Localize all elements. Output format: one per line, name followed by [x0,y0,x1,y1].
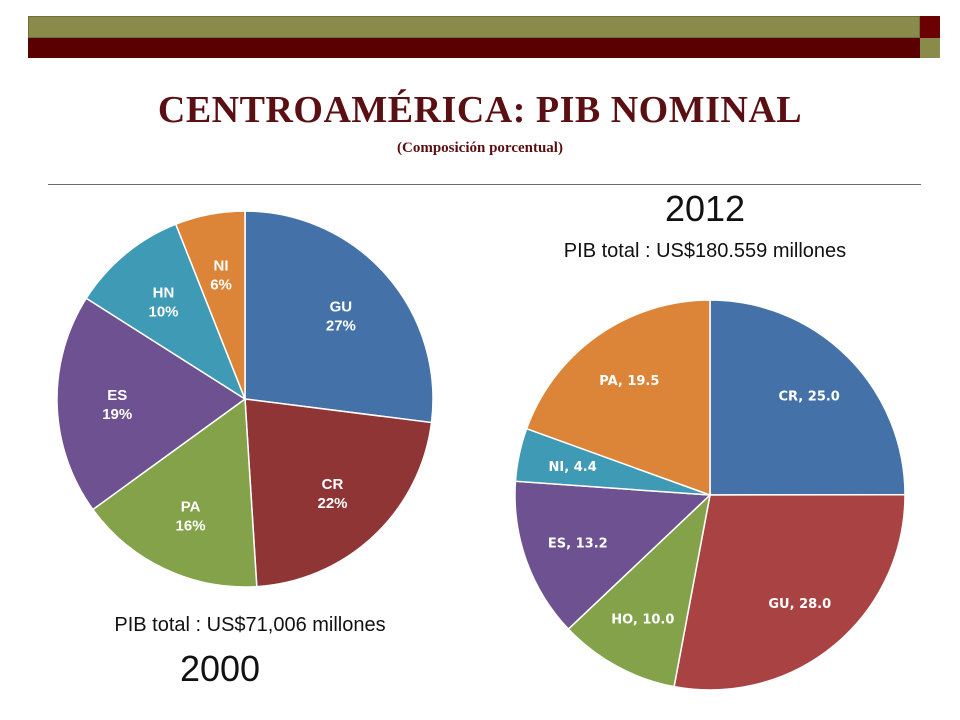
pie-2012-slice-gu [673,493,906,691]
pie-2000-label-hn-value: 10% [148,303,178,320]
pie-2012-label-ho: HO, 10.0 [611,612,674,627]
page-subtitle: (Composición porcentual) [397,140,563,156]
pie-2000-slice-cr [244,398,433,588]
pie-2000-label-es: ES 19% [102,387,132,423]
pie-2012-label-ni: NI, 4.4 [549,460,597,475]
pie-2000-label-cr: CR 22% [317,476,347,512]
pie-2000-slice-ni [174,210,246,400]
pie-2000-label-ni: NI 6% [210,257,232,293]
pie-2000-label-pa-name: PA [181,499,201,516]
pie-2012-slice-es [514,480,712,631]
pie-2000-label-gu: GU 27% [326,298,356,334]
pie-2000-label-gu-name: GU [330,298,353,315]
page-title: CENTROAMÉRICA: PIB NOMINAL [157,89,803,131]
pie-2000-slice-es [56,297,247,511]
pie-2000-label-pa: PA 16% [176,499,206,535]
pie-2012-slice-ho [567,492,712,688]
pie-2012-label-gu: GU, 28.0 [768,597,831,612]
header-decoration-square-top [920,16,940,38]
pie-2000-label-ni-name: NI [214,257,229,274]
pie-2000-label-hn-name: HN [153,284,175,301]
pie-2012-label-pa: PA, 19.5 [599,374,659,389]
pie-2000-label-pa-value: 16% [176,518,206,535]
pie-2000-label-es-name: ES [107,387,127,404]
pie-2000-label-hn: HN 10% [148,284,178,320]
pie-2000-label-ni-value: 6% [210,276,232,293]
pie-2012-label-es: ES, 13.2 [548,536,608,551]
year-label-2000: 2000 [179,648,261,689]
year-label-2012: 2012 [664,188,746,229]
pie-chart-2012: CR, 25.0 GU, 28.0 HO, 10.0 ES, 13.2 NI, 4.4 P… [514,299,906,691]
header-decoration-bar-top [28,16,920,38]
pie-2000-slice-gu [244,210,434,424]
pie-2000-label-es-value: 19% [102,406,132,423]
pie-2000-slice-pa [91,397,258,588]
pie-2012-slice-cr [709,299,906,496]
header-decoration-square-bottom [920,38,940,58]
pie-2000-label-gu-value: 27% [326,317,356,334]
title-divider [48,184,921,185]
pib-total-2000: PIB total : US$71,006 millones [114,614,386,636]
pib-total-2012: PIB total : US$180.559 millones [563,240,847,262]
pie-2000-label-cr-value: 22% [317,495,347,512]
pie-2000-slice-hn [85,223,247,401]
pie-chart-2000: GU 27% CR 22% PA 16% ES 19% HN 10% NI 6% [56,210,434,588]
pie-2012-slice-pa [525,299,711,497]
pie-2012-label-cr: CR, 25.0 [779,390,840,405]
header-decoration-bar-bottom [28,38,920,58]
pie-2000-label-cr-name: CR [322,476,344,493]
